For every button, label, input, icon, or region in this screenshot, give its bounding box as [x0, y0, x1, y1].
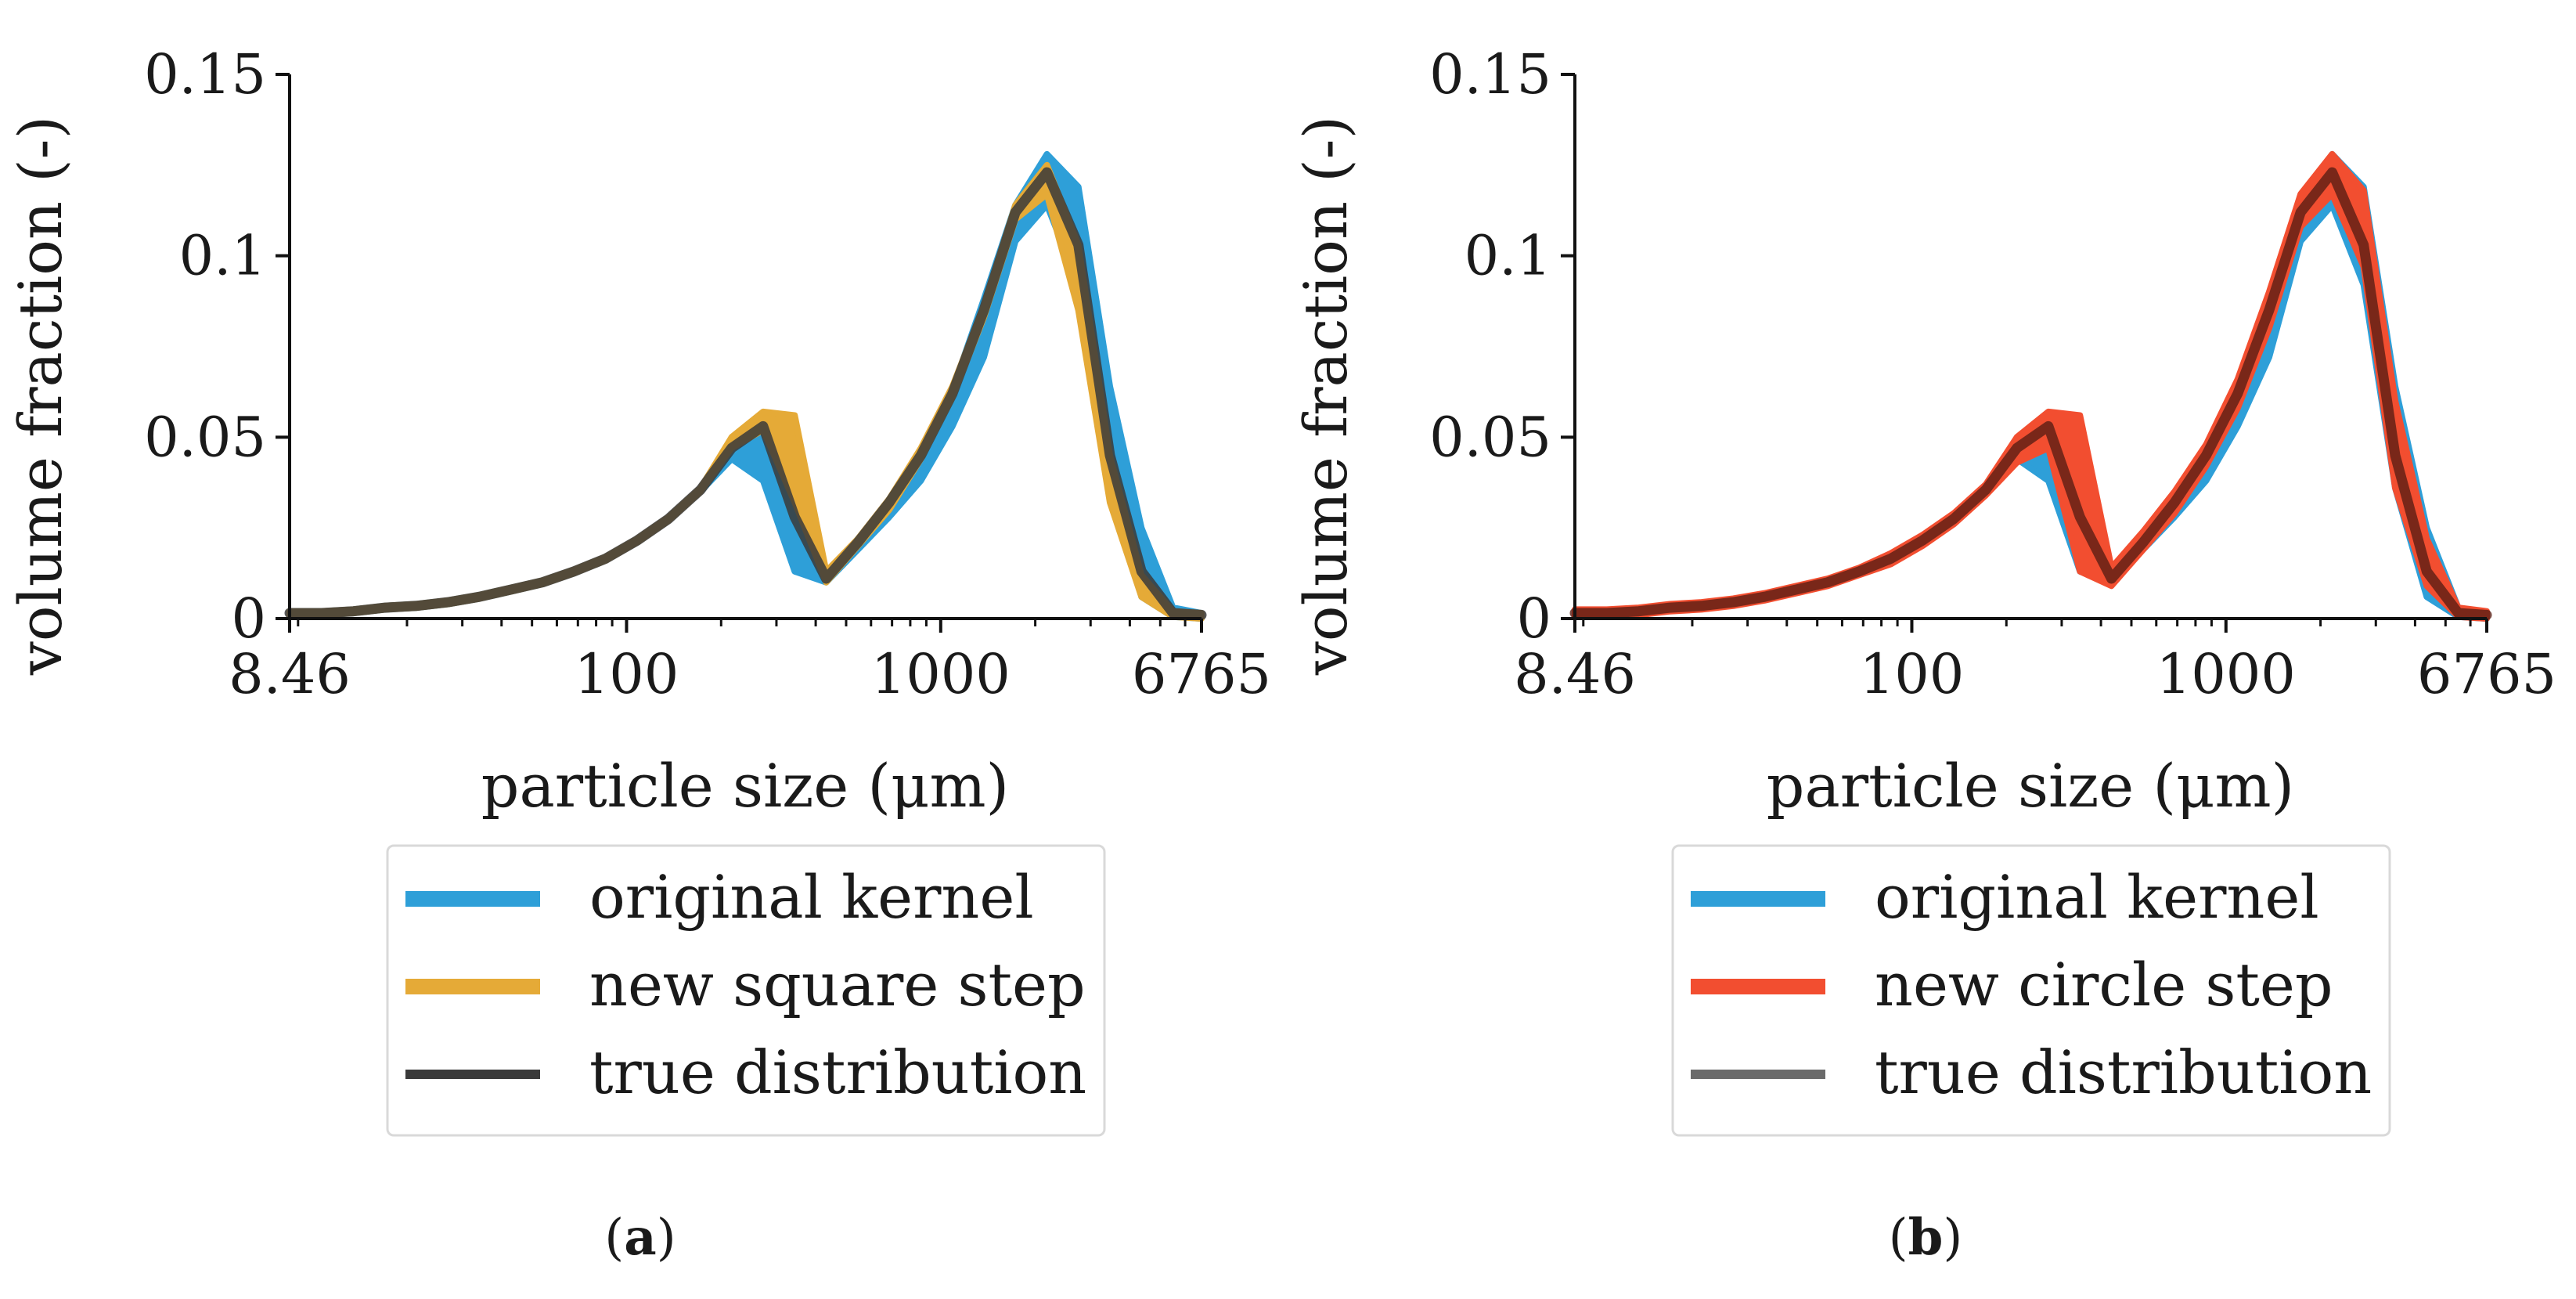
- panel-a-caption-letter: a: [624, 1208, 656, 1267]
- panel-b-caption: (b): [1889, 1208, 1963, 1267]
- panel-b-legend-label-original-kernel: original kernel: [1875, 862, 2319, 932]
- panel-a-legend-label-new-square-step: new square step: [589, 950, 1086, 1019]
- b-y-tick-label: 0.1: [1465, 224, 1551, 288]
- a-x-tick-label: 1000: [871, 642, 1011, 706]
- panel-a-caption: (a): [604, 1208, 676, 1267]
- a-x-tick-label: 6765: [1132, 642, 1271, 706]
- panel-a-x-axis-label: particle size (μm): [481, 751, 1009, 821]
- panel-a: 0 0.05 0.1 0.15 8.46 100 1000 6765 volume fract…: [5, 42, 1271, 1267]
- a-band-new-square-step: [286, 161, 1205, 622]
- b-x-tick-label: 8.46: [1514, 642, 1636, 706]
- panel-a-legend-label-original-kernel: original kernel: [589, 862, 1034, 932]
- panel-b-legend: original kernel new circle step true dis…: [1671, 844, 2391, 1137]
- panel-b-axes: [1573, 74, 2487, 620]
- panel-b-ticks: 0 0.05 0.1 0.15 8.46 100 1000 6765: [1429, 42, 2556, 706]
- a-y-tick-label: 0.1: [179, 224, 266, 288]
- b-y-tick-label: 0.15: [1429, 42, 1551, 106]
- panel-a-axes: [288, 74, 1202, 620]
- panel-a-legend-label-true-distribution: true distribution: [589, 1037, 1086, 1107]
- b-y-tick-label: 0.05: [1429, 405, 1551, 469]
- a-y-tick-label: 0: [231, 586, 266, 651]
- panel-a-y-axis-label: volume fraction (-): [5, 116, 75, 676]
- panel-a-legend-frame: [386, 844, 1106, 1137]
- b-y-tick-label: 0: [1516, 586, 1551, 651]
- panel-a-legend: original kernel new square step true dis…: [386, 844, 1106, 1137]
- a-y-tick-label: 0.15: [144, 42, 266, 106]
- b-x-tick-label: 6765: [2417, 642, 2556, 706]
- b-x-tick-label: 1000: [2156, 642, 2296, 706]
- panel-b-x-axis-label: particle size (μm): [1767, 751, 2294, 821]
- a-line-true-distribution: [284, 167, 1207, 620]
- a-y-tick-label: 0.05: [144, 405, 266, 469]
- a-x-tick-label: 8.46: [229, 642, 351, 706]
- panel-b-legend-label-new-circle-step: new circle step: [1875, 950, 2333, 1019]
- b-line-true-distribution: [1569, 167, 2492, 620]
- panel-a-ticks: 0 0.05 0.1 0.15 8.46 100 1000 6765: [144, 42, 1271, 706]
- a-x-tick-label: 100: [575, 642, 679, 706]
- panel-b-legend-frame: [1671, 844, 2391, 1137]
- panel-b-caption-letter: b: [1908, 1208, 1944, 1267]
- panel-b-legend-label-true-distribution: true distribution: [1875, 1037, 2372, 1107]
- b-x-tick-label: 100: [1860, 642, 1965, 706]
- panel-b: 0 0.05 0.1 0.15 8.46 100 1000 6765 volume fract…: [1291, 42, 2556, 1267]
- panel-b-y-axis-label: volume fraction (-): [1291, 116, 1360, 676]
- panel-b-lines: [1569, 167, 2492, 620]
- panel-a-lines: [284, 167, 1207, 620]
